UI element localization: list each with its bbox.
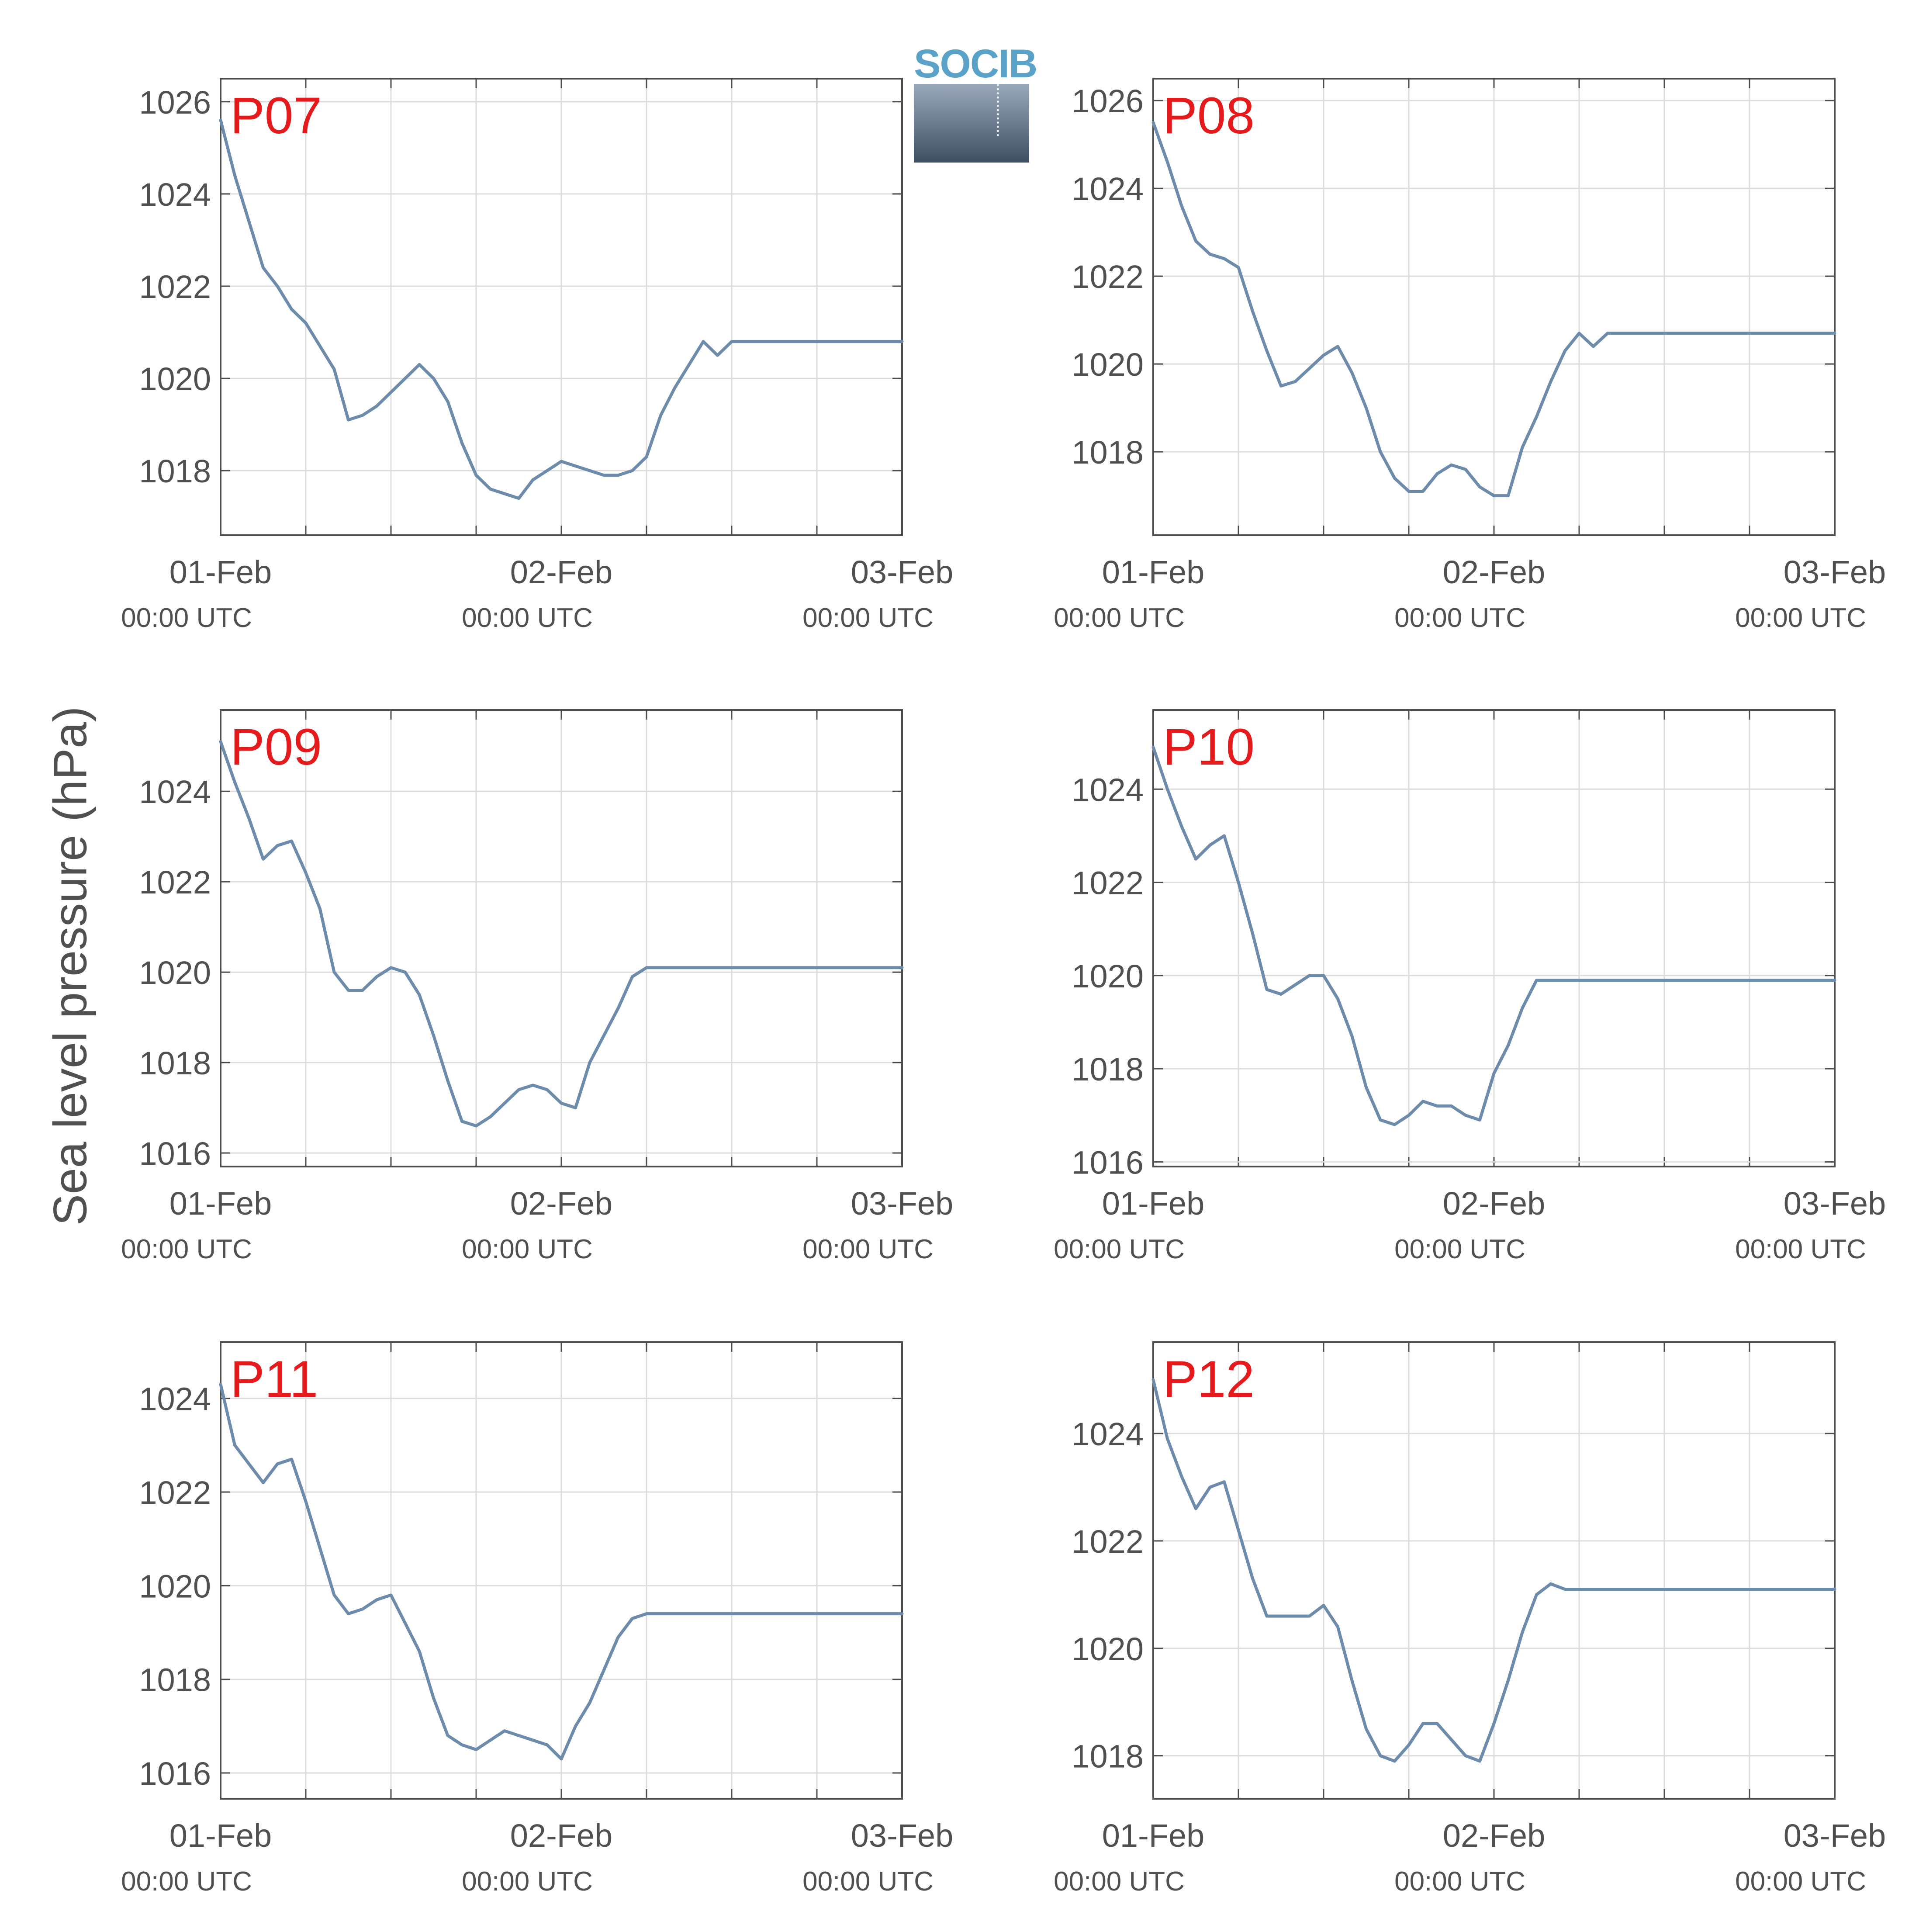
y-tick-label: 1024: [139, 177, 211, 213]
y-tick-label: 1020: [1072, 1631, 1144, 1667]
x-tick-label-time: 00:00 UTC: [462, 1234, 593, 1264]
y-tick-label: 1018: [139, 1045, 211, 1081]
axes-frame: [1152, 709, 1836, 1167]
y-tick-label: 1016: [139, 1755, 211, 1792]
y-tick-label: 1020: [139, 361, 211, 397]
x-tick-label-time: 00:00 UTC: [121, 1866, 252, 1897]
x-tick-label-date: 01-Feb: [169, 1818, 272, 1854]
x-tick-label-date: 03-Feb: [1784, 1818, 1886, 1854]
y-tick-label: 1020: [139, 1568, 211, 1604]
y-tick-label: 1018: [1072, 1051, 1144, 1087]
y-tick-label: 1020: [139, 955, 211, 991]
logo-dotted-line: [997, 84, 999, 136]
y-tick-label: 1026: [139, 84, 211, 121]
logo-graphic: [914, 84, 1029, 163]
x-tick-label-date: 03-Feb: [1784, 554, 1886, 590]
axes-frame: [220, 1341, 903, 1800]
x-tick-label-date: 03-Feb: [851, 554, 953, 590]
x-tick-label-time: 00:00 UTC: [462, 603, 593, 633]
panel-p07: 1018 1020 1022 1024 1026 01-Feb 00:00 UTC 02-Fe…: [121, 78, 953, 633]
x-tick-label-time: 00:00 UTC: [802, 1866, 934, 1897]
x-tick-label-date: 02-Feb: [510, 1818, 612, 1854]
y-tick-label: 1022: [1072, 259, 1144, 295]
x-tick-label-time: 00:00 UTC: [121, 603, 252, 633]
x-tick-label-date: 01-Feb: [1102, 554, 1204, 590]
pressure-series-line: [219, 1383, 904, 1761]
panel-label: P09: [230, 718, 322, 776]
x-tick-label-time: 00:00 UTC: [462, 1866, 593, 1897]
x-tick-label-date: 03-Feb: [1784, 1185, 1886, 1222]
x-tick-label-time: 00:00 UTC: [1735, 1866, 1866, 1897]
panel-label: P07: [230, 87, 322, 145]
x-tick-label-date: 02-Feb: [1443, 1818, 1545, 1854]
y-tick-label: 1024: [1072, 1416, 1144, 1452]
x-tick-label-date: 02-Feb: [510, 1185, 612, 1222]
y-tick-label: 1024: [1072, 772, 1144, 808]
x-tick-label-date: 02-Feb: [1443, 1185, 1545, 1222]
panel-label: P08: [1163, 87, 1255, 145]
pressure-series-line: [1151, 121, 1836, 498]
x-tick-label-time: 00:00 UTC: [1394, 1866, 1525, 1897]
x-tick-label-time: 00:00 UTC: [1054, 1866, 1185, 1897]
axes-frame: [1152, 1341, 1836, 1800]
panel-label: P12: [1163, 1350, 1255, 1408]
y-tick-label: 1018: [139, 1662, 211, 1698]
y-tick-label: 1020: [1072, 346, 1144, 383]
x-tick-label-time: 00:00 UTC: [802, 603, 934, 633]
x-tick-label-time: 00:00 UTC: [1394, 603, 1525, 633]
y-axis-label: Sea level pressure (hPa): [43, 706, 97, 1226]
y-tick-label: 1026: [1072, 83, 1144, 119]
pressure-series-line: [219, 740, 904, 1128]
y-tick-label: 1016: [139, 1136, 211, 1172]
y-tick-label: 1022: [139, 1475, 211, 1511]
pressure-series-line: [1151, 1378, 1836, 1763]
panel-p09: 1016 1018 1020 1022 1024 01-Feb 00:00 UTC 02-Fe…: [121, 709, 953, 1264]
y-tick-label: 1018: [1072, 434, 1144, 471]
panel-p10: 1016 1018 1020 1022 1024 01-Feb 00:00 UTC 02-Fe…: [1054, 709, 1886, 1264]
panel-p12: 1018 1020 1022 1024 01-Feb 00:00 UTC 02-Feb 00:…: [1054, 1341, 1886, 1897]
x-tick-label-date: 01-Feb: [1102, 1185, 1204, 1222]
logo-text: SOCIB: [914, 42, 1037, 86]
x-tick-label-time: 00:00 UTC: [1735, 1234, 1866, 1264]
panel-p11: 1016 1018 1020 1022 1024 01-Feb 00:00 UTC 02-Fe…: [121, 1341, 953, 1897]
x-tick-label-date: 03-Feb: [851, 1818, 953, 1854]
panel-label: P11: [230, 1350, 318, 1408]
x-tick-label-time: 00:00 UTC: [802, 1234, 934, 1264]
pressure-series-line: [1151, 745, 1836, 1126]
panel-label: P10: [1163, 718, 1255, 776]
x-tick-label-time: 00:00 UTC: [1394, 1234, 1525, 1264]
y-tick-label: 1024: [139, 774, 211, 810]
y-tick-label: 1016: [1072, 1144, 1144, 1181]
axes-frame: [220, 709, 903, 1167]
x-tick-label-time: 00:00 UTC: [1054, 1234, 1185, 1264]
y-tick-label: 1022: [1072, 865, 1144, 901]
x-tick-label-time: 00:00 UTC: [121, 1234, 252, 1264]
x-tick-label-date: 03-Feb: [851, 1185, 953, 1222]
socib-logo: SOCIB: [914, 42, 1037, 163]
x-tick-label-date: 01-Feb: [169, 554, 272, 590]
x-tick-label-date: 01-Feb: [1102, 1818, 1204, 1854]
x-tick-label-date: 02-Feb: [510, 554, 612, 590]
axes-frame: [220, 78, 903, 536]
y-tick-label: 1018: [1072, 1738, 1144, 1775]
y-tick-label: 1022: [1072, 1523, 1144, 1560]
y-tick-label: 1022: [139, 864, 211, 900]
x-tick-label-time: 00:00 UTC: [1054, 603, 1185, 633]
y-tick-label: 1024: [1072, 171, 1144, 207]
x-tick-label-time: 00:00 UTC: [1735, 603, 1866, 633]
axes-frame: [1152, 78, 1836, 536]
y-tick-label: 1018: [139, 453, 211, 489]
y-tick-label: 1022: [139, 269, 211, 305]
pressure-series-line: [219, 118, 904, 500]
y-tick-label: 1024: [139, 1381, 211, 1417]
y-tick-label: 1020: [1072, 958, 1144, 994]
x-tick-label-date: 02-Feb: [1443, 554, 1545, 590]
x-tick-label-date: 01-Feb: [169, 1185, 272, 1222]
panel-p08: 1018 1020 1022 1024 1026 01-Feb 00:00 UTC 02-Fe…: [1054, 78, 1886, 633]
